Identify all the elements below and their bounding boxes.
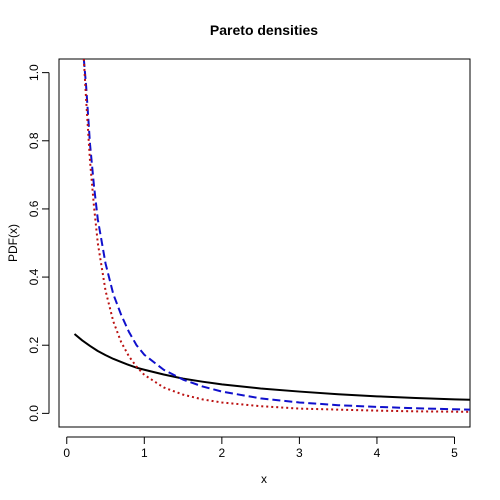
y-axis: 0.0 0.2 0.4 0.6 0.8 1.0 — [27, 64, 50, 422]
series-layer — [73, 59, 470, 413]
x-tick-label: 0 — [63, 446, 70, 460]
x-tick-label: 4 — [374, 446, 381, 460]
y-tick-label: 1.0 — [27, 64, 41, 81]
x-axis-label: x — [261, 472, 267, 486]
y-tick-label: 0.4 — [27, 268, 41, 285]
plot-frame — [58, 58, 471, 428]
x-tick-label: 5 — [451, 446, 458, 460]
x-axis: 0 1 2 3 4 5 — [63, 436, 458, 460]
chart-title: Pareto densities — [210, 22, 318, 38]
y-tick-label: 0.8 — [27, 132, 41, 149]
x-tick-label: 2 — [219, 446, 226, 460]
series-line-solid — [73, 333, 470, 401]
y-tick-label: 0.0 — [27, 405, 41, 422]
series-line-dashed — [82, 59, 470, 411]
y-tick-label: 0.6 — [27, 200, 41, 217]
x-tick-label: 1 — [141, 446, 148, 460]
y-tick-label: 0.2 — [27, 337, 41, 354]
series-line-dotted — [82, 59, 470, 413]
y-axis-label: PDF(x) — [6, 224, 20, 262]
x-tick-label: 3 — [296, 446, 303, 460]
